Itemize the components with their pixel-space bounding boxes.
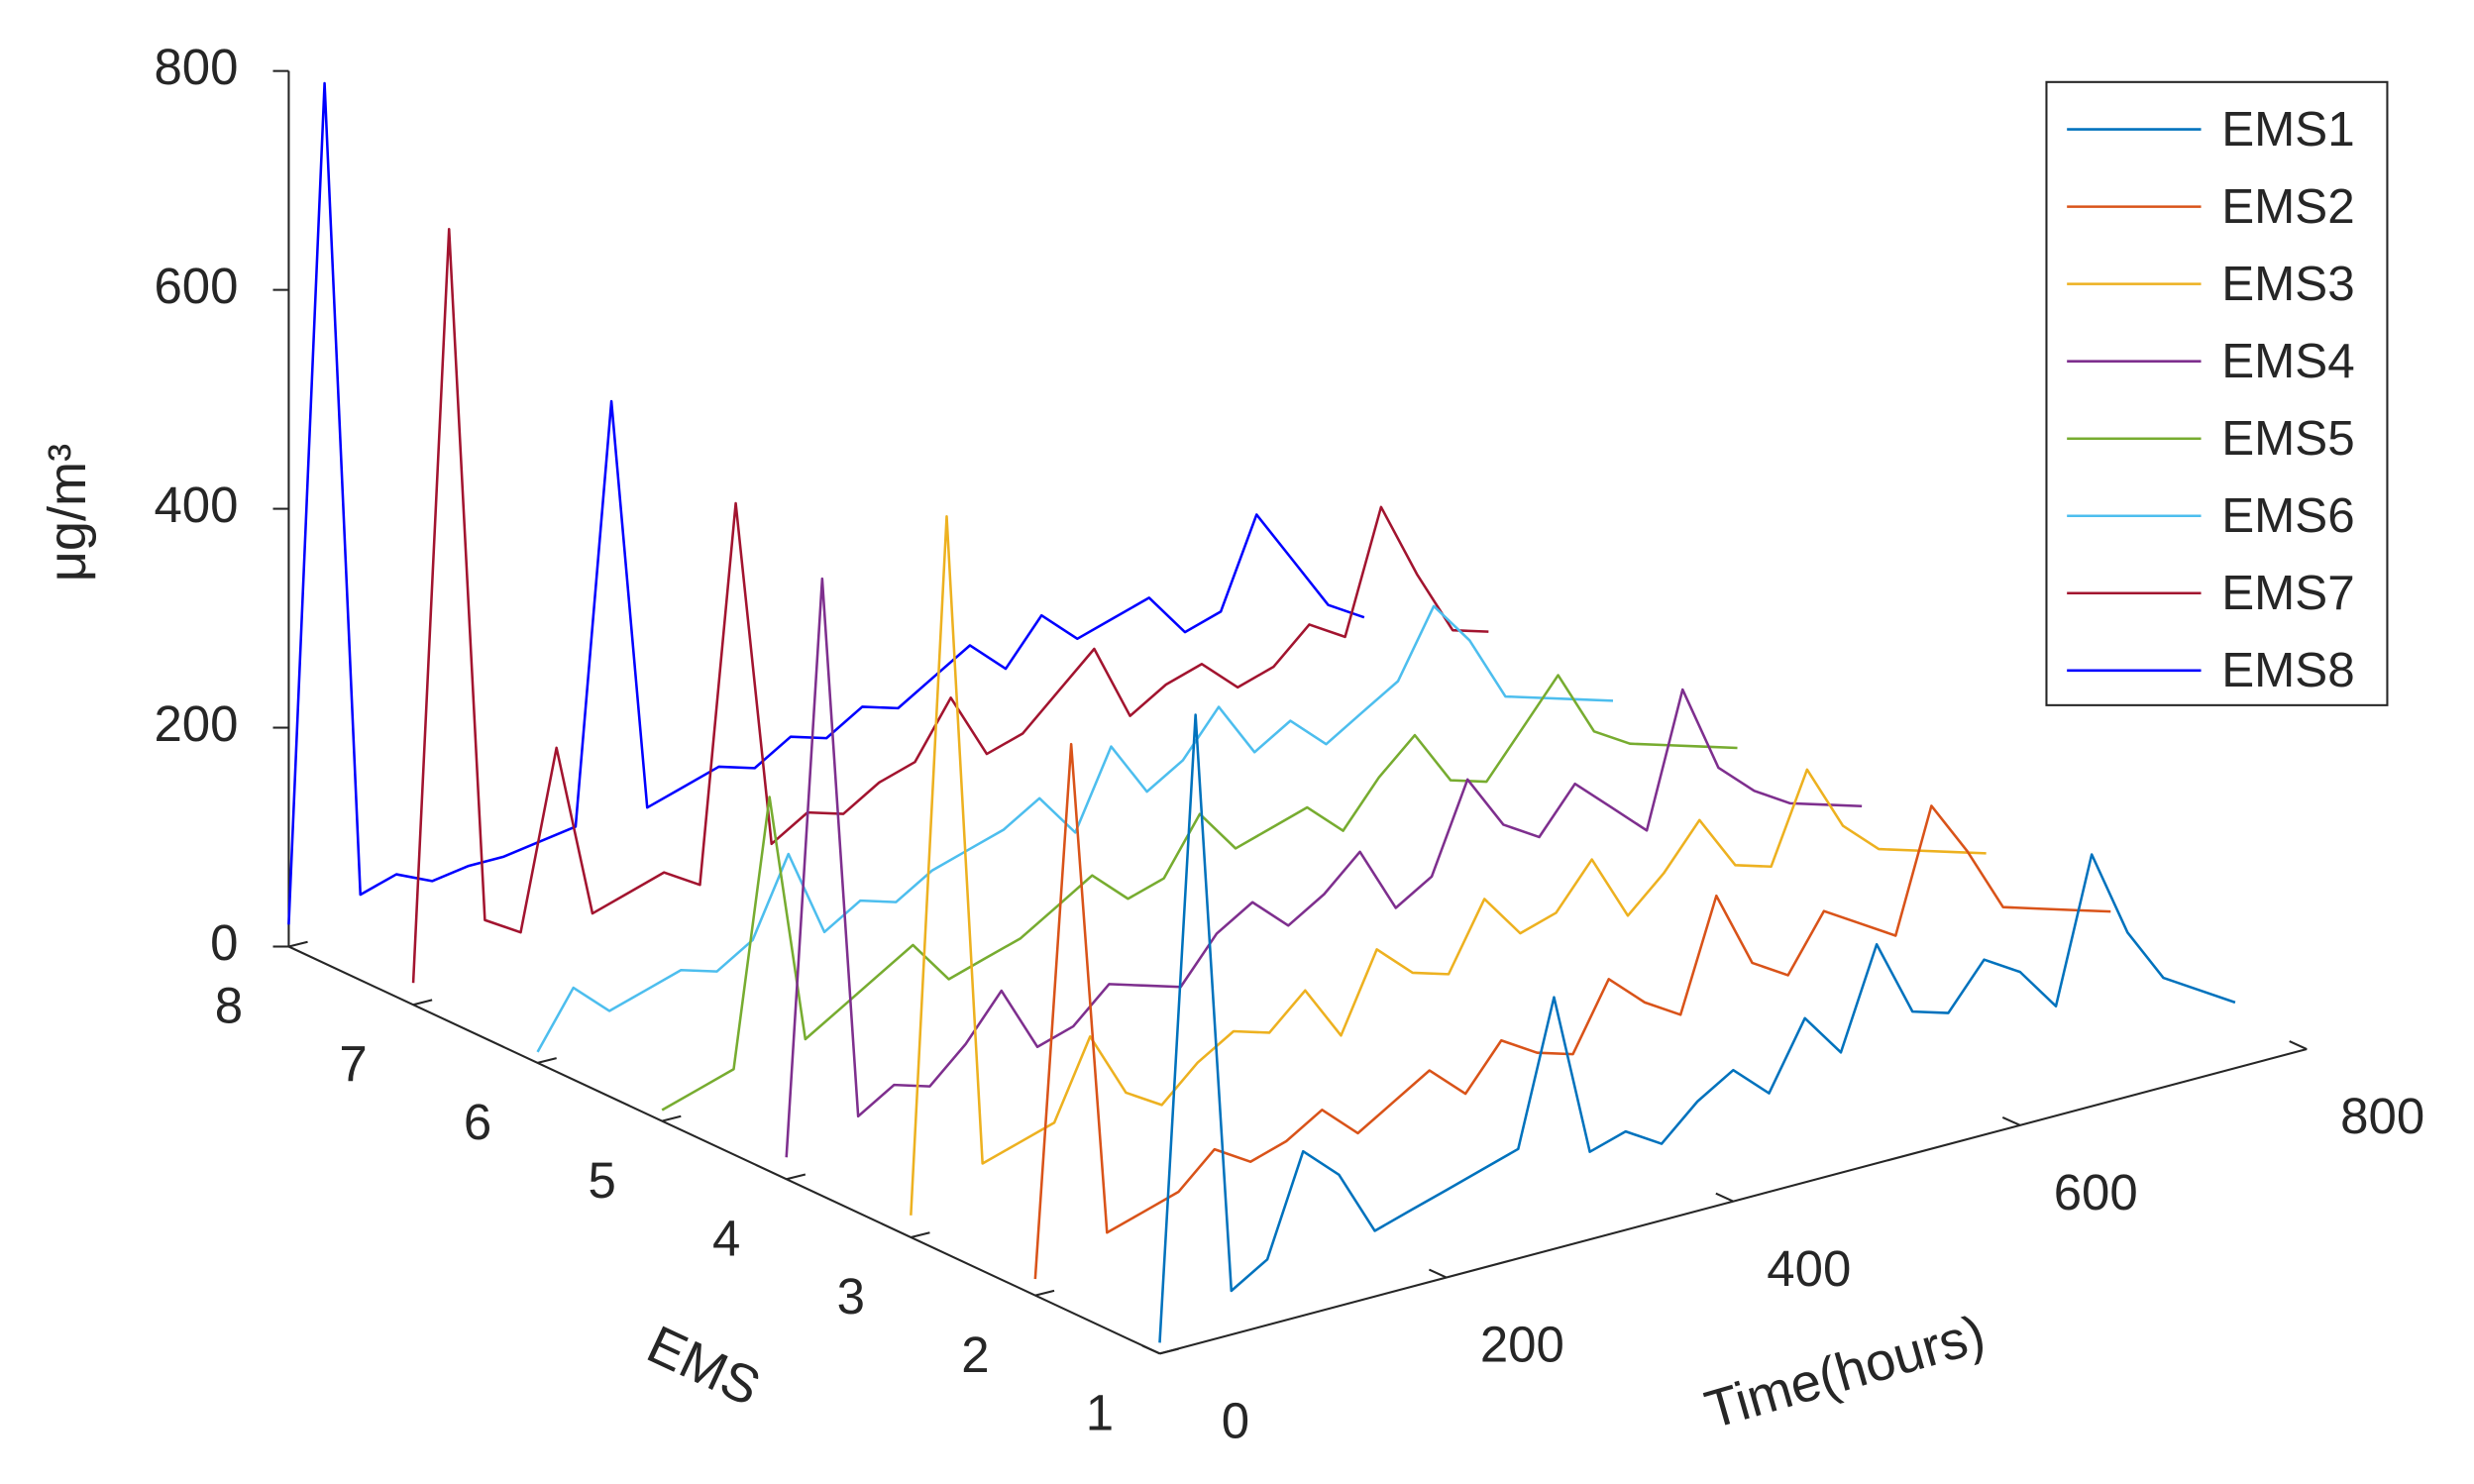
z-tick-label: 400 bbox=[154, 477, 238, 533]
y-tick bbox=[1159, 1347, 1179, 1355]
series-line bbox=[1158, 713, 2236, 1343]
y-axis-label: EMS bbox=[638, 1315, 769, 1418]
z-tick-label: 0 bbox=[210, 914, 238, 971]
series-line bbox=[785, 577, 1863, 1158]
series-line bbox=[1033, 742, 2111, 1280]
y-tick-label: 5 bbox=[588, 1152, 615, 1209]
legend-label: EMS7 bbox=[2221, 566, 2354, 620]
y-tick bbox=[911, 1231, 930, 1238]
y-tick bbox=[1034, 1289, 1055, 1297]
legend-label: EMS4 bbox=[2221, 334, 2354, 388]
y-tick bbox=[786, 1173, 807, 1181]
x-tick-label: 0 bbox=[1222, 1392, 1249, 1448]
series-line bbox=[536, 604, 1614, 1053]
y-tick bbox=[288, 940, 308, 948]
legend-label: EMS2 bbox=[2221, 179, 2354, 234]
x-tick bbox=[1141, 1344, 1160, 1355]
plot: μg/m³ EMS Time(hours) 0 200 400 600 800 1 2 3 4 5… bbox=[38, 39, 2424, 1448]
series-line bbox=[661, 674, 1738, 1112]
y-tick-label: 6 bbox=[464, 1094, 491, 1150]
y-tick bbox=[537, 1057, 557, 1064]
x-tick bbox=[2289, 1040, 2308, 1050]
y-tick-label: 1 bbox=[1086, 1385, 1114, 1441]
y-tick-label: 3 bbox=[837, 1268, 865, 1325]
x-tick-label: 800 bbox=[2340, 1088, 2424, 1144]
x-tick-label: 200 bbox=[1480, 1317, 1564, 1373]
x-tick bbox=[1715, 1192, 1734, 1203]
y-tick bbox=[412, 999, 433, 1007]
y-tick bbox=[661, 1114, 682, 1122]
series-line bbox=[910, 514, 1987, 1216]
y-axis bbox=[287, 945, 1160, 1355]
y-tick-label: 4 bbox=[712, 1210, 740, 1266]
legend-label: EMS5 bbox=[2221, 411, 2354, 466]
legend-label: EMS3 bbox=[2221, 257, 2354, 311]
x-tick bbox=[1428, 1268, 1448, 1279]
y-tick-label: 7 bbox=[339, 1035, 367, 1092]
legend-box bbox=[2045, 80, 2389, 706]
y-tick-label: 8 bbox=[215, 978, 243, 1034]
z-axis-label: μg/m³ bbox=[38, 444, 97, 582]
y-tick-label: 2 bbox=[961, 1326, 989, 1383]
x-tick-label: 600 bbox=[2054, 1164, 2138, 1220]
x-tick bbox=[2001, 1115, 2021, 1126]
series-line bbox=[287, 81, 1365, 925]
z-tick-label: 600 bbox=[154, 258, 238, 314]
legend-label: EMS8 bbox=[2221, 643, 2354, 697]
legend-label: EMS1 bbox=[2221, 102, 2354, 157]
x-axis-label: Time(hours) bbox=[1699, 1304, 1991, 1440]
x-tick-label: 400 bbox=[1767, 1240, 1851, 1297]
legend-label: EMS6 bbox=[2221, 488, 2354, 543]
z-tick-label: 800 bbox=[154, 39, 238, 95]
z-tick-label: 200 bbox=[154, 695, 238, 752]
series-line bbox=[411, 227, 1489, 984]
